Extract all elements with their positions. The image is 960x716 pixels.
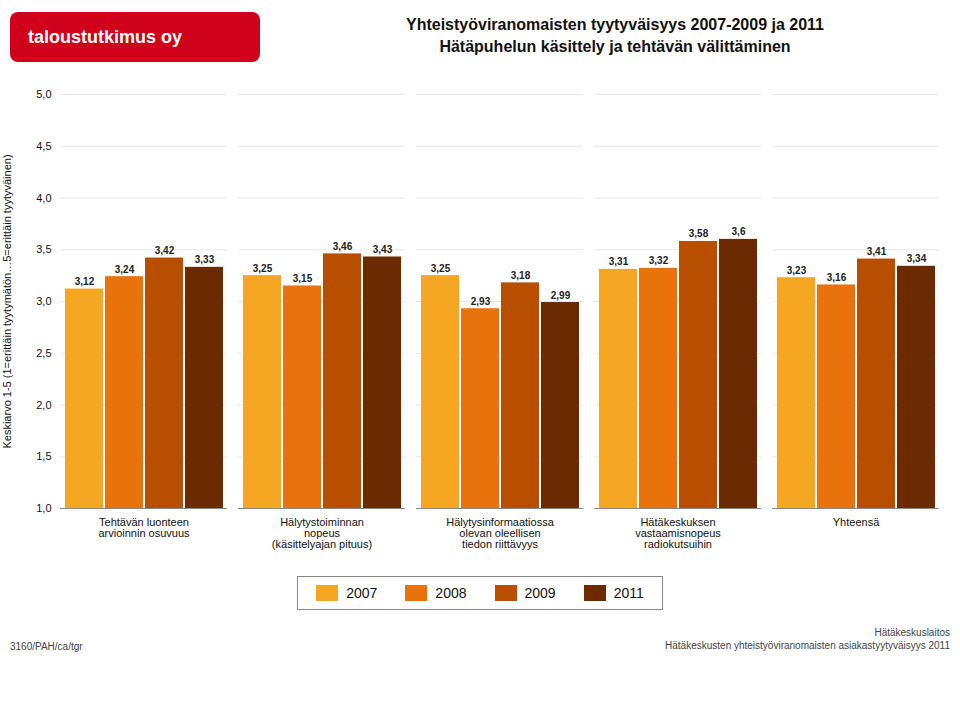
svg-text:3,25: 3,25	[431, 263, 451, 274]
html-text:3160/PAH/ca/tgr: 3160/PAH/ca/tgr	[10, 641, 83, 652]
svg-text:3,18: 3,18	[511, 270, 531, 281]
svg-text:Yhteensä: Yhteensä	[833, 516, 880, 528]
svg-text:3,31: 3,31	[609, 256, 629, 267]
html-text:2008: 2008	[435, 585, 467, 601]
svg-text:Tehtävän luonteenarvioinnin os: Tehtävän luonteenarvioinnin osuvuus	[98, 516, 190, 539]
svg-text:3,25: 3,25	[253, 263, 273, 274]
svg-text:4,0: 4,0	[36, 192, 51, 204]
svg-text:3,24: 3,24	[115, 264, 135, 275]
html-text:Hätäkeskusten yhteistyöviranom: Hätäkeskusten yhteistyöviranomaisten asi…	[665, 640, 950, 651]
svg-text:4,5: 4,5	[36, 140, 51, 152]
svg-text:Hälytystoiminnannopeus(käsitte: Hälytystoiminnannopeus(käsittelyajan pit…	[272, 516, 372, 550]
svg-text:3,16: 3,16	[827, 272, 847, 283]
svg-text:3,23: 3,23	[787, 265, 807, 276]
svg-text:3,12: 3,12	[75, 276, 95, 287]
svg-text:3,0: 3,0	[36, 295, 51, 307]
svg-text:3,32: 3,32	[649, 255, 669, 266]
svg-text:2,0: 2,0	[36, 399, 51, 411]
html-text:taloustutkimus oy: taloustutkimus oy	[28, 26, 182, 47]
html-text:2009: 2009	[524, 585, 556, 601]
svg-text:3,34: 3,34	[907, 253, 927, 264]
svg-text:Keskiarvo 1-5 (1=erittäin tyyt: Keskiarvo 1-5 (1=erittäin tyytymätön…5=e…	[1, 154, 13, 448]
svg-text:1,0: 1,0	[36, 502, 51, 514]
svg-text:3,5: 3,5	[36, 243, 51, 255]
svg-text:2,99: 2,99	[551, 290, 571, 301]
svg-text:1,5: 1,5	[36, 450, 51, 462]
html-text:Yhteistyöviranomaisten tyytyvä: Yhteistyöviranomaisten tyytyväisyys 2007…	[406, 16, 824, 33]
svg-text:3,41: 3,41	[867, 246, 887, 257]
svg-text:3,33: 3,33	[195, 254, 215, 265]
svg-text:3,6: 3,6	[732, 226, 746, 237]
html-text:2007: 2007	[346, 585, 378, 601]
html-text:2011: 2011	[613, 585, 644, 601]
svg-text:5,0: 5,0	[36, 88, 51, 100]
svg-text:Hälytysinformaatiossaolevan ol: Hälytysinformaatiossaolevan oleellisenti…	[446, 516, 554, 550]
svg-text:3,46: 3,46	[333, 241, 353, 252]
html-text:Hätäpuhelun käsittely ja tehtä: Hätäpuhelun käsittely ja tehtävän välitt…	[439, 38, 791, 55]
svg-text:3,15: 3,15	[293, 273, 313, 284]
svg-text:3,42: 3,42	[155, 245, 175, 256]
svg-text:2,5: 2,5	[36, 347, 51, 359]
svg-text:3,43: 3,43	[373, 244, 393, 255]
svg-text:2,93: 2,93	[471, 296, 491, 307]
svg-text:Hätäkeskuksenvastaamisnopeusra: Hätäkeskuksenvastaamisnopeusradiokutsuih…	[635, 516, 721, 550]
svg-text:3,58: 3,58	[689, 228, 709, 239]
html-text:Hätäkeskuslaitos: Hätäkeskuslaitos	[874, 627, 950, 638]
